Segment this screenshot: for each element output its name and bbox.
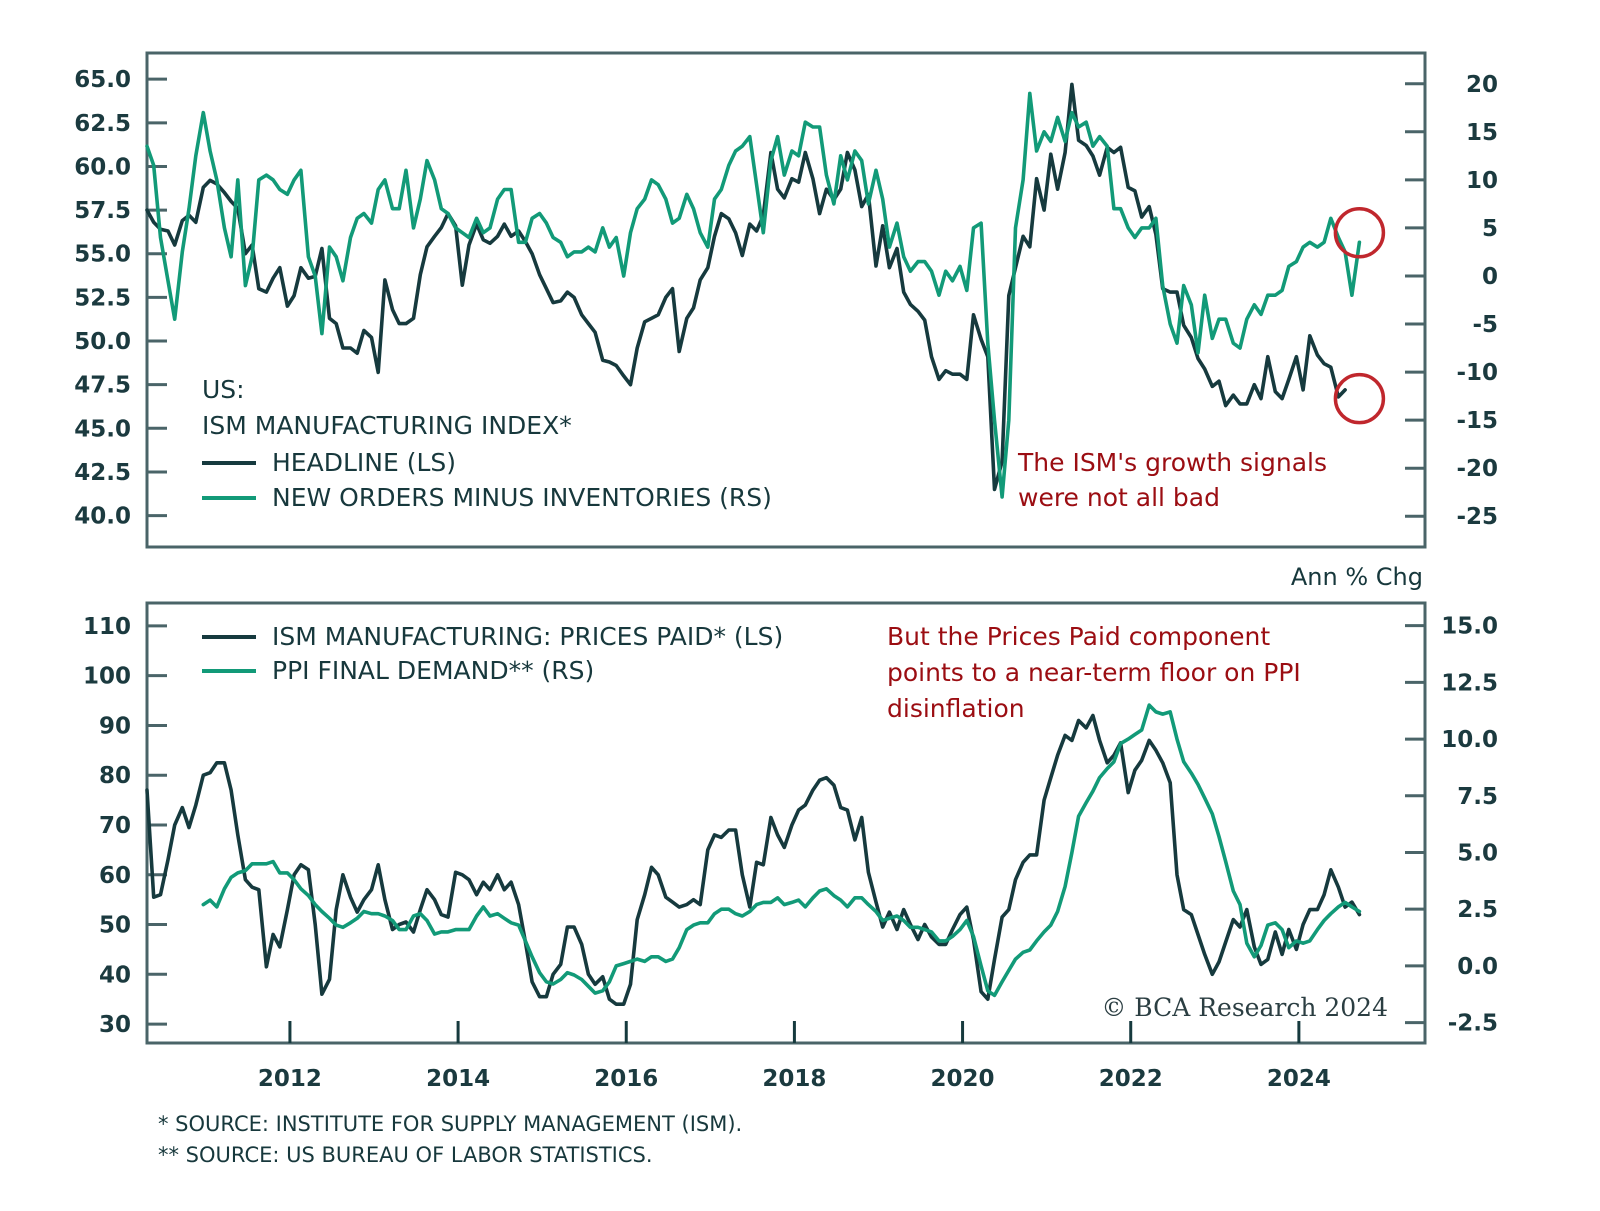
x-tick-label: 2012 (258, 1066, 322, 1092)
left-tick-label: 100 (83, 664, 131, 690)
right-tick-label: -2.5 (1448, 1011, 1498, 1037)
right-tick-label: -5 (1472, 312, 1498, 338)
bottom-panel: 110 100 90 80 70 60 50 40 30 15.0 12.5 10.0 7.5 5.0 2… (83, 601, 1498, 1092)
annotation-line-2: points to a near-term floor on PPI (887, 658, 1301, 687)
left-tick-label: 70 (99, 813, 131, 839)
legend-label-prices-paid: ISM MANUFACTURING: PRICES PAID* (LS) (272, 622, 783, 651)
right-tick-label: 0 (1482, 264, 1498, 290)
legend-label-ppi: PPI FINAL DEMAND** (RS) (272, 656, 594, 685)
bottom-legend: ISM MANUFACTURING: PRICES PAID* (LS) PPI… (202, 622, 783, 685)
legend-title-line2: ISM MANUFACTURING INDEX* (202, 411, 572, 440)
series-line-ppi-final-demand-rs (201, 703, 1362, 998)
left-tick-label: 45.0 (74, 416, 131, 442)
top-right-axis: 20 15 10 5 0 -5 -10 -15 -20 -25 (1405, 72, 1498, 530)
left-tick-label: 40 (99, 962, 131, 988)
left-tick-label: 47.5 (74, 373, 131, 399)
series-line-new-orders-minus-inventories-rs (145, 91, 1362, 499)
left-tick-label: 57.5 (74, 198, 131, 224)
x-tick-label: 2016 (594, 1066, 658, 1092)
top-annotation: The ISM's growth signals were not all ba… (1017, 448, 1327, 512)
series-line-headline-ls (145, 82, 1347, 492)
highlight-circle (1333, 206, 1386, 259)
top-left-axis: 65.0 62.5 60.0 57.5 55.0 52.5 50.0 47.5 45.0 42.5… (74, 67, 167, 530)
highlight-circle (1333, 372, 1386, 425)
x-tick-label: 2022 (1099, 1066, 1163, 1092)
x-tick-label: 2014 (426, 1066, 490, 1092)
left-tick-label: 60.0 (74, 154, 131, 180)
legend-title-line1: US: (202, 375, 245, 404)
legend-label-headline: HEADLINE (LS) (272, 448, 456, 477)
left-tick-label: 62.5 (74, 111, 131, 137)
right-tick-label: 0.0 (1457, 954, 1498, 980)
annotation-line-1: But the Prices Paid component (887, 622, 1270, 651)
bottom-annotation: But the Prices Paid component points to … (887, 622, 1301, 723)
bottom-plot-frame (145, 601, 1427, 1045)
left-tick-label: 90 (99, 713, 131, 739)
right-tick-label: -20 (1456, 456, 1498, 482)
right-tick-label: 7.5 (1457, 784, 1498, 810)
left-tick-label: 50.0 (74, 329, 131, 355)
footnotes: * SOURCE: INSTITUTE FOR SUPPLY MANAGEMEN… (158, 1112, 742, 1167)
top-series-group (145, 82, 1362, 499)
x-tick-label: 2018 (762, 1066, 826, 1092)
x-tick-label: 2020 (931, 1066, 995, 1092)
right-tick-label: 12.5 (1441, 670, 1498, 696)
left-tick-label: 52.5 (74, 285, 131, 311)
left-tick-label: 65.0 (74, 67, 131, 93)
right-tick-label: 20 (1466, 72, 1498, 98)
right-tick-label: 10.0 (1441, 727, 1498, 753)
left-tick-label: 110 (83, 614, 131, 640)
bottom-left-axis: 110 100 90 80 70 60 50 40 30 (83, 614, 167, 1038)
footnote-2: ** SOURCE: US BUREAU OF LABOR STATISTICS… (158, 1143, 653, 1167)
right-tick-label: 2.5 (1457, 897, 1498, 923)
bottom-series-group (145, 703, 1362, 1007)
copyright-label: © BCA Research 2024 (1101, 993, 1388, 1022)
x-axis: 2012 2014 2016 2018 2020 2022 2024 (258, 1021, 1331, 1092)
left-tick-label: 40.0 (74, 504, 131, 530)
annotation-line-2: were not all bad (1018, 483, 1220, 512)
x-tick-label: 2024 (1267, 1066, 1331, 1092)
footnote-1: * SOURCE: INSTITUTE FOR SUPPLY MANAGEMEN… (158, 1112, 742, 1136)
top-plot-frame (145, 51, 1427, 549)
right-tick-label: 15 (1466, 120, 1498, 146)
top-legend: US: ISM MANUFACTURING INDEX* HEADLINE (L… (202, 375, 772, 512)
annotation-line-3: disinflation (887, 694, 1025, 723)
right-axis-unit-label: Ann % Chg (1291, 563, 1423, 591)
right-tick-label: 5.0 (1457, 840, 1498, 866)
left-tick-label: 80 (99, 763, 131, 789)
right-tick-label: 5 (1482, 216, 1498, 242)
left-tick-label: 55.0 (74, 242, 131, 268)
right-tick-label: -25 (1456, 504, 1498, 530)
annotation-line-1: The ISM's growth signals (1017, 448, 1327, 477)
left-tick-label: 42.5 (74, 460, 131, 486)
right-tick-label: -15 (1456, 408, 1498, 434)
top-panel: 65.0 62.5 60.0 57.5 55.0 52.5 50.0 47.5 45.0 42.5… (74, 51, 1498, 549)
bottom-right-axis: 15.0 12.5 10.0 7.5 5.0 2.5 0.0 -2.5 (1405, 614, 1498, 1037)
left-tick-label: 60 (99, 863, 131, 889)
right-tick-label: 15.0 (1441, 614, 1498, 640)
left-tick-label: 30 (99, 1012, 131, 1038)
highlight-circles (1333, 206, 1386, 425)
left-tick-label: 50 (99, 913, 131, 939)
right-tick-label: 10 (1466, 168, 1498, 194)
right-tick-label: -10 (1456, 360, 1498, 386)
series-line-ism-manufacturing-prices-paid-ls (145, 713, 1362, 1007)
legend-label-new-orders: NEW ORDERS MINUS INVENTORIES (RS) (272, 483, 772, 512)
